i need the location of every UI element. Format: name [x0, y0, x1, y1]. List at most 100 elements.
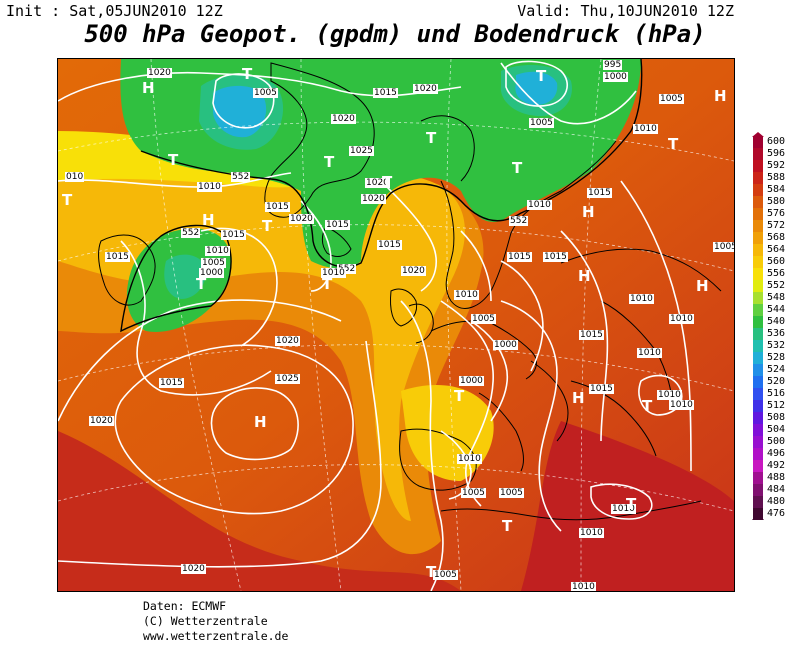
- scale-label: 600: [767, 136, 786, 147]
- isobar-label: 1015: [507, 252, 532, 262]
- init-time-label: Init : Sat,05JUN2010 12Z: [6, 2, 223, 20]
- scale-label: 508: [767, 412, 786, 423]
- scale-arrow-bottom: [752, 519, 764, 520]
- scale-swatch: [753, 256, 763, 268]
- isobar-label: 1010: [321, 268, 346, 278]
- scale-label: 588: [767, 172, 786, 183]
- isobar-label: 1015: [587, 188, 612, 198]
- scale-label: 556: [767, 268, 786, 279]
- scale-label: 528: [767, 352, 786, 363]
- isobar-label: 1005: [461, 488, 486, 498]
- low-pressure-marker: T: [426, 129, 437, 147]
- scale-label: 584: [767, 184, 786, 195]
- isobar-label: 552: [181, 228, 201, 238]
- isobar-label: 1020: [331, 114, 356, 124]
- isobar-label: 1015: [373, 88, 398, 98]
- scale-label: 536: [767, 328, 786, 339]
- isobar-label: 1005: [659, 94, 684, 104]
- scale-swatch: [753, 412, 763, 424]
- isobar-label: 1010: [457, 454, 482, 464]
- low-pressure-marker: T: [62, 191, 73, 209]
- scale-swatch: [753, 508, 763, 520]
- scale-swatch: [753, 424, 763, 436]
- isobar-label: 1025: [275, 374, 300, 384]
- blue-low-core-1: [213, 85, 267, 138]
- scale-swatch: [753, 316, 763, 328]
- isobar-label: 1005: [499, 488, 524, 498]
- weather-map: 1020 1005 1015 1020 995 1000 1005 1020 1025 1010 1…: [57, 58, 735, 592]
- scale-swatch: [753, 340, 763, 352]
- color-scale-bar: [752, 132, 764, 520]
- isobar-label: 1010: [637, 348, 662, 358]
- isobar-label: 1010: [197, 182, 222, 192]
- scale-label: 488: [767, 472, 786, 483]
- low-pressure-marker: T: [168, 151, 179, 169]
- scale-label: 548: [767, 292, 786, 303]
- isobar-label: 1010: [669, 400, 694, 410]
- scale-swatch: [753, 460, 763, 472]
- scale-label: 512: [767, 400, 786, 411]
- scale-swatch: [753, 436, 763, 448]
- scale-swatch: [753, 364, 763, 376]
- scale-swatch: [753, 496, 763, 508]
- isobar-label: 1020: [413, 84, 438, 94]
- high-pressure-marker: H: [142, 79, 155, 97]
- low-pressure-marker: T: [454, 387, 465, 405]
- isobar-label: 1015: [159, 378, 184, 388]
- scale-label: 568: [767, 232, 786, 243]
- scale-label: 532: [767, 340, 786, 351]
- scale-swatch: [753, 292, 763, 304]
- isobar-label: 1020: [365, 178, 390, 188]
- credits-data-source: Daten: ECMWF: [143, 599, 227, 613]
- scale-label: 484: [767, 484, 786, 495]
- scale-label: 596: [767, 148, 786, 159]
- isobar-label: 1005: [201, 258, 226, 268]
- isobar-label: 1020: [361, 194, 386, 204]
- scale-swatch: [753, 376, 763, 388]
- low-pressure-marker: T: [324, 153, 335, 171]
- scale-arrow-top: [752, 132, 764, 137]
- isobar-label: 552: [509, 216, 529, 226]
- isobar-label: 1005: [471, 314, 496, 324]
- cyan-cutoff-low-core: [164, 254, 206, 299]
- scale-label: 516: [767, 388, 786, 399]
- blue-low-core-2: [515, 71, 558, 105]
- isobar-label: 552: [337, 264, 357, 274]
- isobar-label: 1005: [253, 88, 278, 98]
- low-pressure-marker: T: [642, 397, 653, 415]
- scale-swatch: [753, 136, 763, 148]
- scale-swatch: [753, 184, 763, 196]
- isobar-label: 1010: [571, 582, 596, 592]
- scale-swatch: [753, 208, 763, 220]
- isobar-label: 1010: [527, 200, 552, 210]
- scale-label: 492: [767, 460, 786, 471]
- scale-swatch: [753, 328, 763, 340]
- low-pressure-marker: T: [322, 275, 333, 293]
- scale-label: 480: [767, 496, 786, 507]
- scale-swatch: [753, 400, 763, 412]
- low-pressure-marker: T: [668, 135, 679, 153]
- scale-swatch: [753, 280, 763, 292]
- high-pressure-marker: H: [696, 277, 709, 295]
- low-pressure-marker: T: [502, 517, 513, 535]
- isobar-label: 1010: [669, 314, 694, 324]
- low-pressure-marker: T: [242, 65, 253, 83]
- isobar-label: 995: [603, 60, 623, 70]
- isobar-label: 552: [231, 172, 251, 182]
- isobar-label: 1015: [377, 240, 402, 250]
- low-pressure-marker: T: [262, 217, 273, 235]
- scale-swatch: [753, 172, 763, 184]
- isobar-label: 1005: [713, 242, 734, 252]
- scale-swatch: [753, 448, 763, 460]
- isobar-label: 1015: [221, 230, 246, 240]
- isobar-label: 1010: [633, 124, 658, 134]
- isobar-label: 1020: [275, 336, 300, 346]
- scale-label: 560: [767, 256, 786, 267]
- scale-label: 520: [767, 376, 786, 387]
- scale-label: 572: [767, 220, 786, 231]
- isobar-label: 1010: [657, 390, 682, 400]
- scale-label: 576: [767, 208, 786, 219]
- isobar-label: 1000: [459, 376, 484, 386]
- high-pressure-marker: H: [572, 389, 585, 407]
- scale-swatch: [753, 472, 763, 484]
